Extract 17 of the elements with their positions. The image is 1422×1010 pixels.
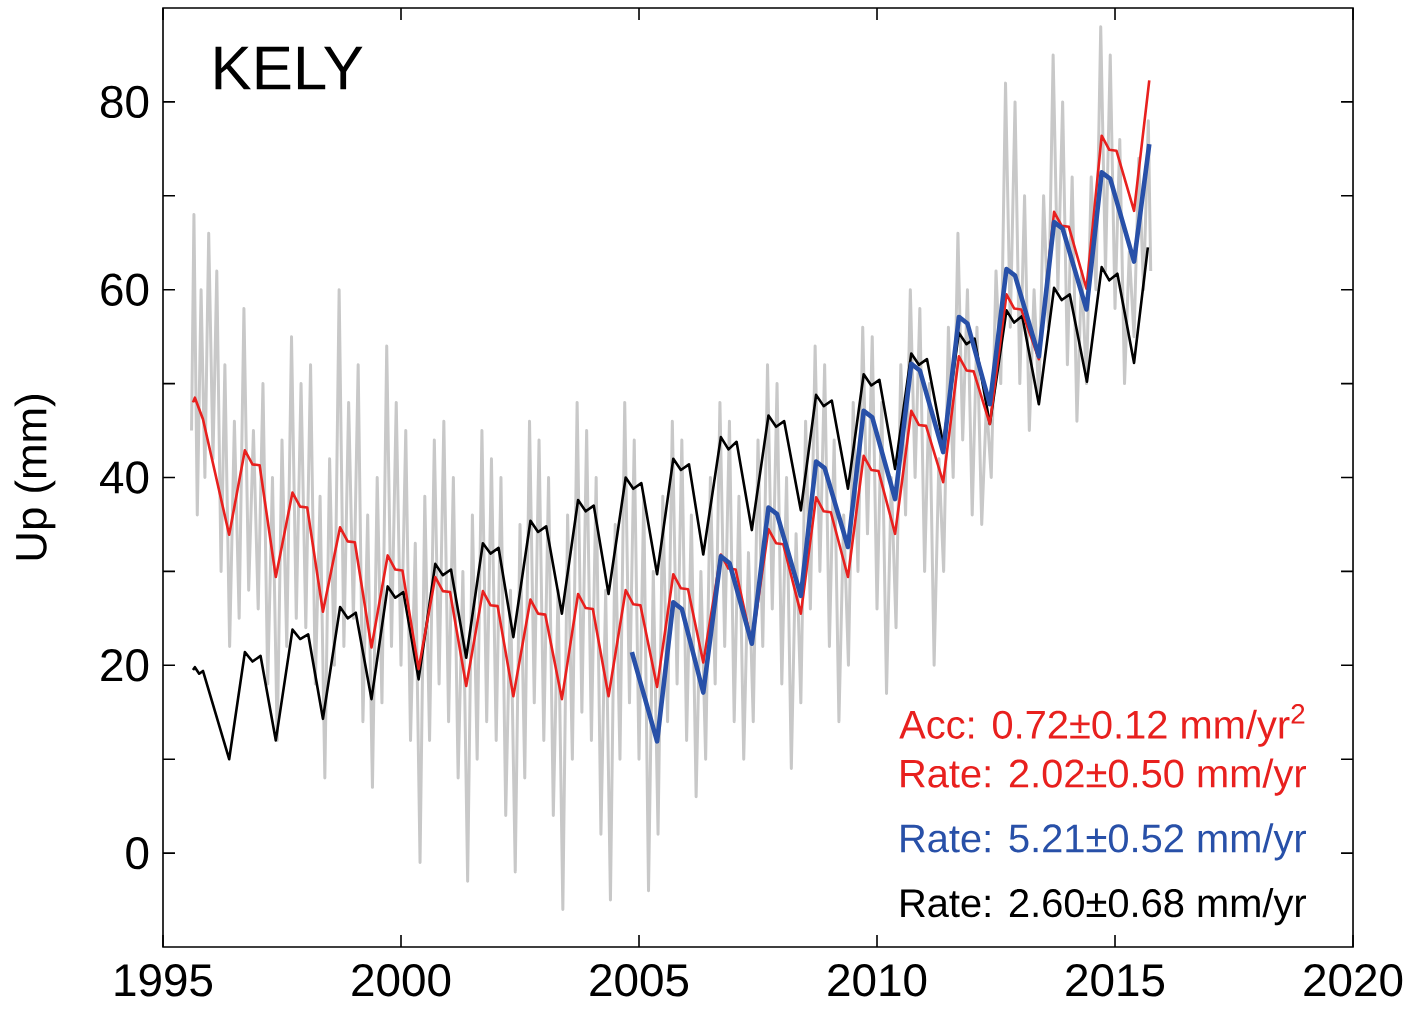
x-tick-label: 2010 — [828, 964, 927, 997]
y-tick-label: 60 — [101, 273, 149, 306]
x-tick-label: 1995 — [115, 964, 213, 997]
y-tick-label: 20 — [101, 649, 149, 682]
annotation: Rate: 5.21±0.52 mm/yr — [901, 823, 1306, 861]
annotation: Acc: 0.72±0.12 mm/yr$^{2}$ — [899, 704, 1305, 747]
annotation: Rate: 2.60±0.68 mm/yr — [901, 888, 1306, 926]
y-axis-title: Up (mm) — [14, 395, 56, 560]
annotation: Rate: 2.02±0.50 mm/yr — [901, 758, 1306, 796]
x-tick-label: 2020 — [1304, 964, 1403, 997]
chart-title: KELY — [215, 46, 363, 90]
y-tick-label: 0 — [126, 836, 149, 870]
x-tick-label: 2005 — [590, 964, 689, 997]
x-tick-label: 2000 — [352, 964, 451, 997]
x-tick-label: 2015 — [1066, 964, 1165, 997]
y-tick-label: 80 — [100, 85, 149, 119]
y-tick-label: 40 — [100, 461, 149, 494]
